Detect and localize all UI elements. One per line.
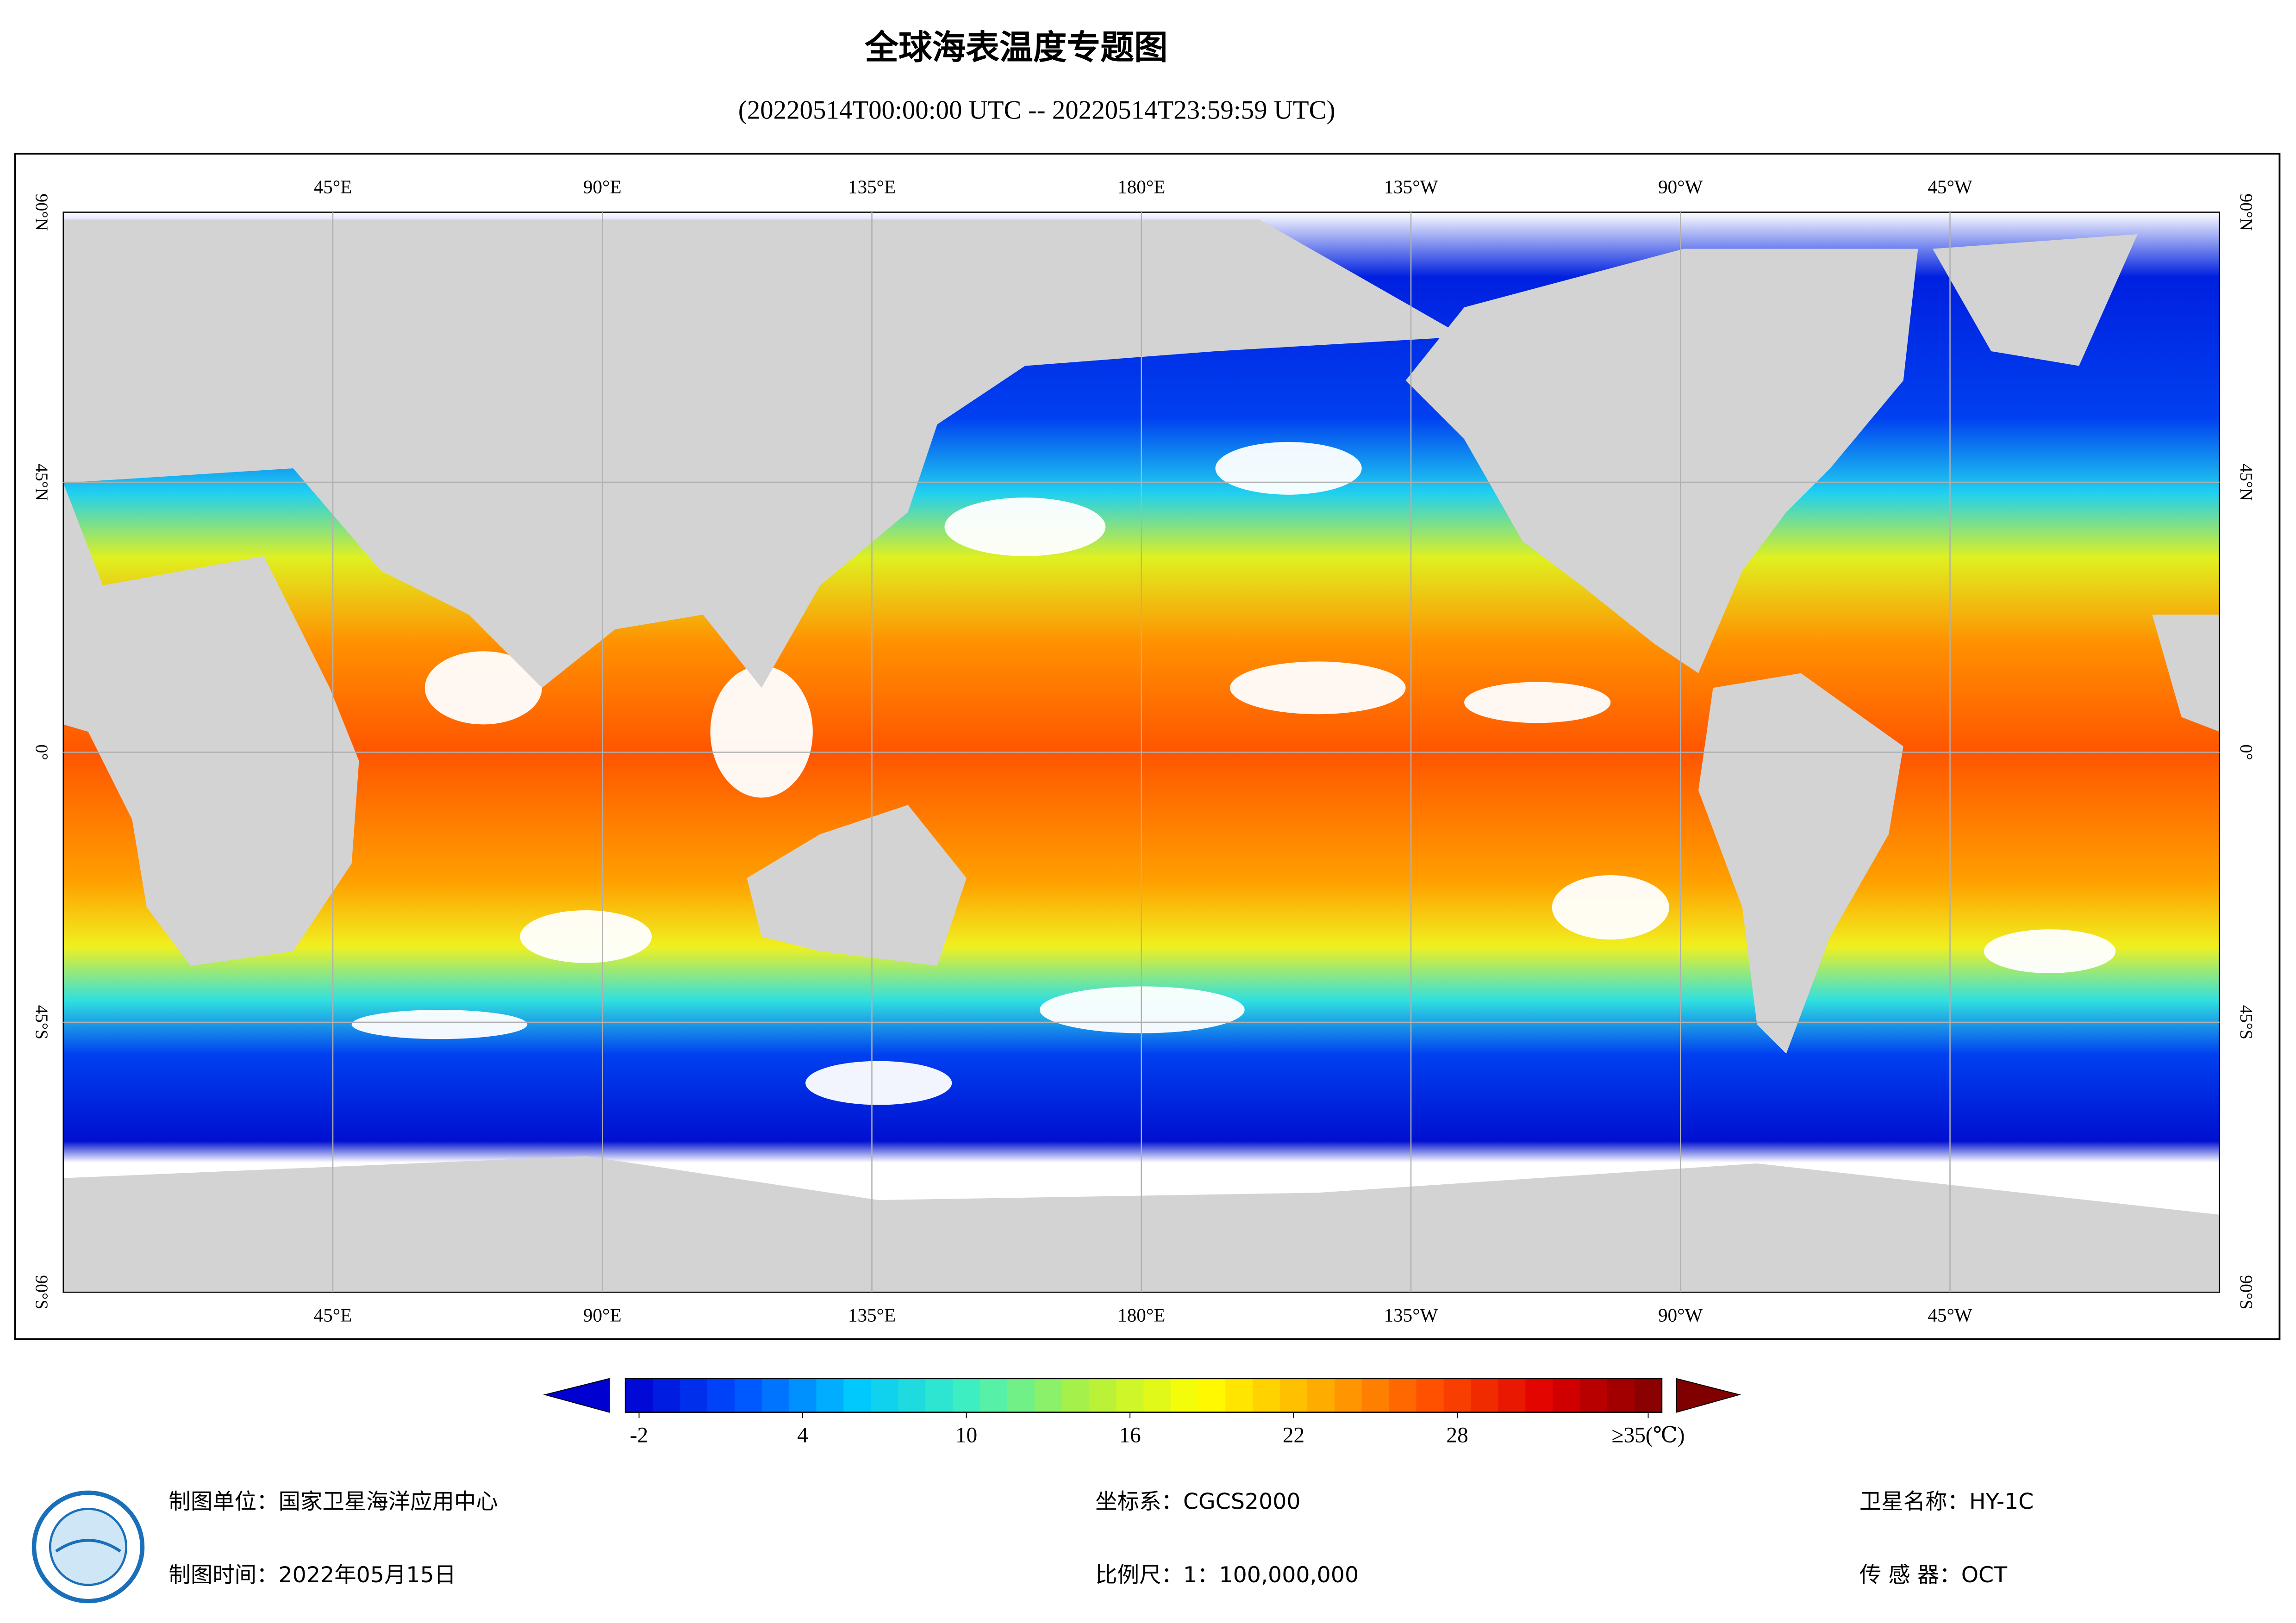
lat-label-left: 90°N [31, 193, 51, 231]
title: 全球海表温度专题图 [864, 28, 1167, 68]
colorbar-cell [761, 1378, 790, 1412]
colorbar-tick-label: 16 [1119, 1423, 1141, 1447]
footer-sensor: 传 感 器：OCT [1859, 1562, 2008, 1588]
lat-label-left: 90°S [31, 1275, 51, 1309]
lat-label-left: 45°N [31, 464, 51, 501]
colorbar-cell [1443, 1378, 1472, 1412]
cloud-gaps [351, 442, 2116, 1105]
colorbar-cell [953, 1378, 980, 1412]
footer-satellite: 卫星名称：HY-1C [1859, 1489, 2034, 1515]
lon-label-top: 90°E [583, 176, 622, 197]
lat-label-right: 90°N [2236, 193, 2256, 231]
colorbar-frame [624, 1378, 1663, 1413]
colorbar-cell [734, 1378, 762, 1412]
lon-label-bottom: 90°W [1658, 1305, 1703, 1326]
footer-unit: 制图单位：国家卫星海洋应用中心 [168, 1489, 498, 1515]
colorbar-cell [1607, 1378, 1635, 1412]
colorbar-tick-label: 22 [1283, 1423, 1304, 1447]
footer-scale: 比例尺：1：100,000,000 [1095, 1562, 1359, 1588]
colorbar-cell [1116, 1378, 1144, 1412]
colorbar-cell [1280, 1378, 1308, 1412]
colorbar-cell [1580, 1378, 1608, 1412]
lat-label-right: 45°N [2236, 464, 2256, 501]
lat-label-left: 45°S [31, 1005, 51, 1039]
colorbar-tick-label: ≥35(℃) [1611, 1423, 1685, 1447]
colorbar-cell [1198, 1378, 1226, 1412]
footer-date: 制图时间：2022年05月15日 [168, 1562, 456, 1588]
colorbar-cell [1007, 1378, 1035, 1412]
colorbar-cell [1061, 1378, 1090, 1412]
colorbar-tick-label: 4 [797, 1423, 808, 1447]
lat-label-right: 90°S [2236, 1275, 2256, 1309]
colorbar-cell [1171, 1378, 1199, 1412]
colorbar-cell [1471, 1378, 1499, 1412]
colorbar-cell [789, 1378, 817, 1412]
colorbar-tick-label: 28 [1446, 1423, 1468, 1447]
colorbar-cell [1553, 1378, 1581, 1412]
lon-label-top: 135°W [1384, 176, 1438, 197]
lon-label-bottom: 45°W [1928, 1305, 1972, 1326]
lon-label-top: 45°E [314, 176, 352, 197]
lon-label-bottom: 90°E [583, 1305, 622, 1326]
colorbar-cell [1143, 1378, 1172, 1412]
colorbar-cell [843, 1378, 872, 1412]
lat-label-right: 0° [2236, 744, 2256, 760]
colorbar-cell [1361, 1378, 1390, 1412]
colorbar-cell [1089, 1378, 1117, 1412]
map-frame [14, 153, 2281, 1340]
subtitle: (20220514T00:00:00 UTC -- 20220514T23:59… [738, 96, 1335, 125]
colorbar-cell [871, 1378, 899, 1412]
colorbar-cell [1334, 1378, 1362, 1412]
colorbar-cell [1253, 1378, 1281, 1412]
colorbar-cell [980, 1378, 1008, 1412]
footer-crs: 坐标系：CGCS2000 [1095, 1489, 1300, 1515]
colorbar-cell [1225, 1378, 1254, 1412]
colorbar-cell [898, 1378, 926, 1412]
lon-label-bottom: 45°E [314, 1305, 352, 1326]
lon-label-top: 45°W [1928, 176, 1972, 197]
colorbar-cell [925, 1378, 954, 1412]
lon-label-top: 180°E [1117, 176, 1165, 197]
lon-label-bottom: 180°E [1117, 1305, 1165, 1326]
colorbar-cell [1525, 1378, 1554, 1412]
logo [31, 1490, 145, 1604]
colorbar-tick-label: 10 [955, 1423, 977, 1447]
lon-label-top: 135°E [848, 176, 896, 197]
colorbar-extend-high [1676, 1378, 1741, 1413]
lon-label-bottom: 135°W [1384, 1305, 1438, 1326]
colorbar-cell [1635, 1378, 1662, 1412]
colorbar-cell [1498, 1378, 1526, 1412]
lat-label-left: 0° [31, 744, 51, 760]
colorbar-cell [1389, 1378, 1417, 1412]
map [62, 211, 2221, 1293]
colorbar-cell [1034, 1378, 1062, 1412]
colorbar-extend-low [543, 1378, 610, 1413]
colorbar-cell [1307, 1378, 1335, 1412]
lat-label-right: 45°S [2236, 1005, 2256, 1039]
colorbar-cell [625, 1378, 653, 1412]
colorbar-tick-label: -2 [630, 1423, 649, 1447]
colorbar-cell [1416, 1378, 1444, 1412]
colorbar-cell [680, 1378, 708, 1412]
colorbar-cell [816, 1378, 844, 1412]
colorbar-cell [707, 1378, 735, 1412]
lon-label-bottom: 135°E [848, 1305, 896, 1326]
lon-label-top: 90°W [1658, 176, 1703, 197]
colorbar-cell [652, 1378, 680, 1412]
